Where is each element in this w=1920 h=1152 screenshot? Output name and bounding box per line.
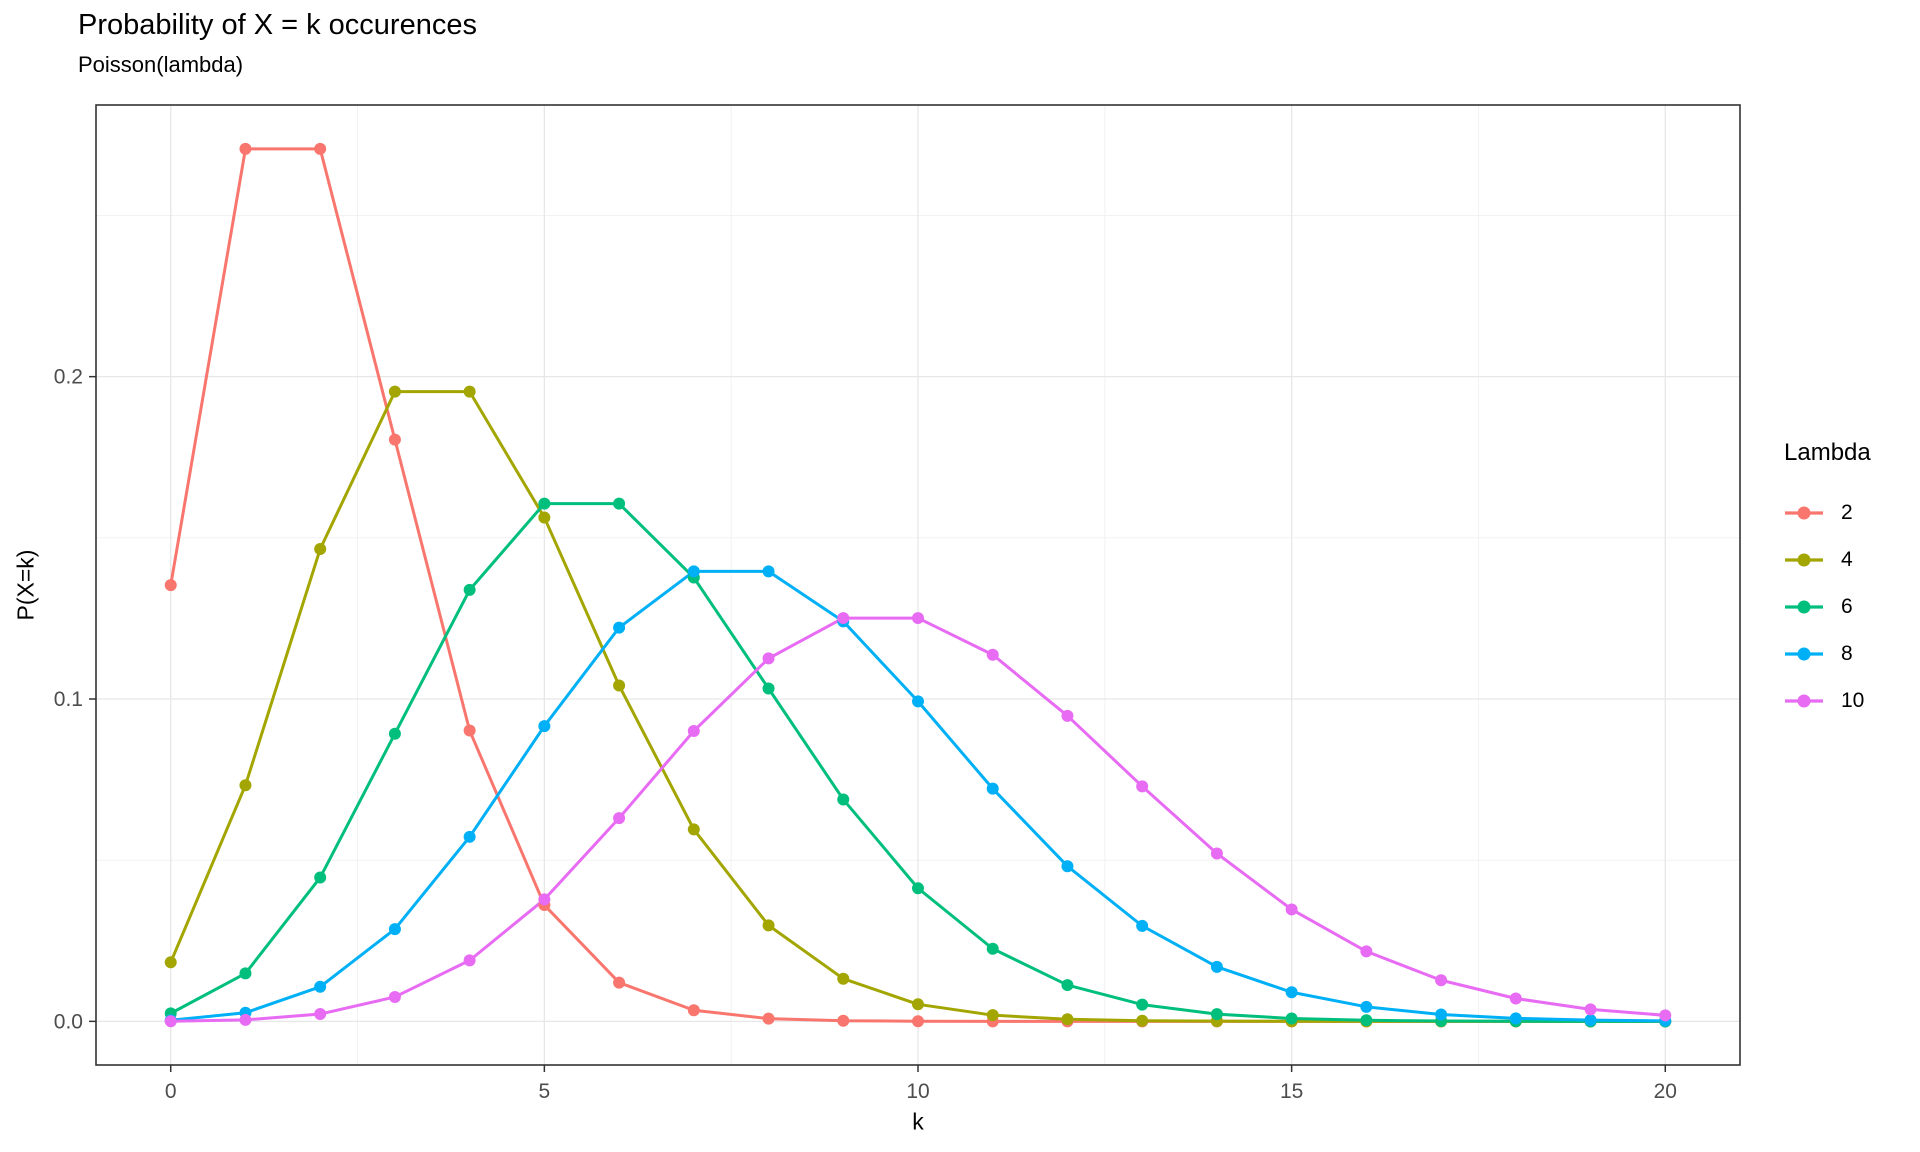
axis-ticks bbox=[89, 375, 1667, 1072]
legend-entry-label: 2 bbox=[1841, 500, 1853, 524]
y-tick-label: 0.1 bbox=[54, 688, 83, 711]
y-tick-label: 0.0 bbox=[54, 1010, 83, 1033]
chart-subtitle: Poisson(lambda) bbox=[78, 52, 244, 77]
y-tick-label: 0.2 bbox=[54, 366, 83, 389]
legend-entry-lambda-4: 4 bbox=[1784, 536, 1920, 583]
legend-key-icon bbox=[1785, 506, 1823, 519]
series-points-lambda-8 bbox=[164, 565, 1672, 1027]
chart-title: Probability of X = k occurences bbox=[78, 9, 477, 41]
x-tick-label: 15 bbox=[1280, 1080, 1303, 1103]
legend-entry-lambda-8: 8 bbox=[1784, 630, 1920, 677]
x-tick-label: 0 bbox=[165, 1080, 177, 1103]
x-tick-label: 20 bbox=[1654, 1080, 1677, 1103]
legend-key-icon bbox=[1785, 553, 1823, 566]
legend-entry-lambda-10: 10 bbox=[1784, 677, 1920, 724]
x-tick-label: 10 bbox=[906, 1080, 929, 1103]
legend: Lambda 2 4 6 8 10 bbox=[1784, 438, 1920, 724]
legend-entry-label: 10 bbox=[1841, 688, 1865, 712]
legend-entry-label: 8 bbox=[1841, 641, 1853, 665]
legend-key-icon bbox=[1785, 694, 1823, 707]
legend-entry-lambda-2: 2 bbox=[1784, 489, 1920, 536]
legend-key-icon bbox=[1785, 647, 1823, 660]
series-points-lambda-10 bbox=[164, 612, 1672, 1028]
legend-entries: 2 4 6 8 10 bbox=[1784, 489, 1920, 724]
legend-entry-label: 6 bbox=[1841, 594, 1853, 618]
legend-key-icon bbox=[1785, 600, 1823, 613]
x-axis-title: k bbox=[912, 1108, 924, 1135]
legend-title: Lambda bbox=[1784, 439, 1871, 466]
x-tick-label: 5 bbox=[539, 1080, 551, 1103]
legend-entry-label: 4 bbox=[1841, 547, 1853, 571]
legend-entry-lambda-6: 6 bbox=[1784, 583, 1920, 630]
